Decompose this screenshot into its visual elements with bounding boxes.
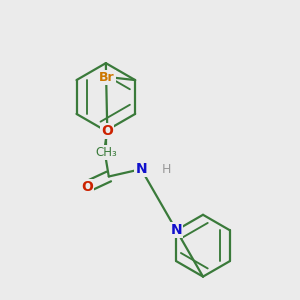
Text: N: N (135, 162, 147, 176)
Text: H: H (161, 163, 171, 176)
Text: CH₃: CH₃ (95, 146, 117, 159)
Text: O: O (101, 124, 113, 138)
Text: N: N (170, 223, 182, 237)
Text: O: O (81, 180, 93, 194)
Text: Br: Br (99, 70, 115, 84)
